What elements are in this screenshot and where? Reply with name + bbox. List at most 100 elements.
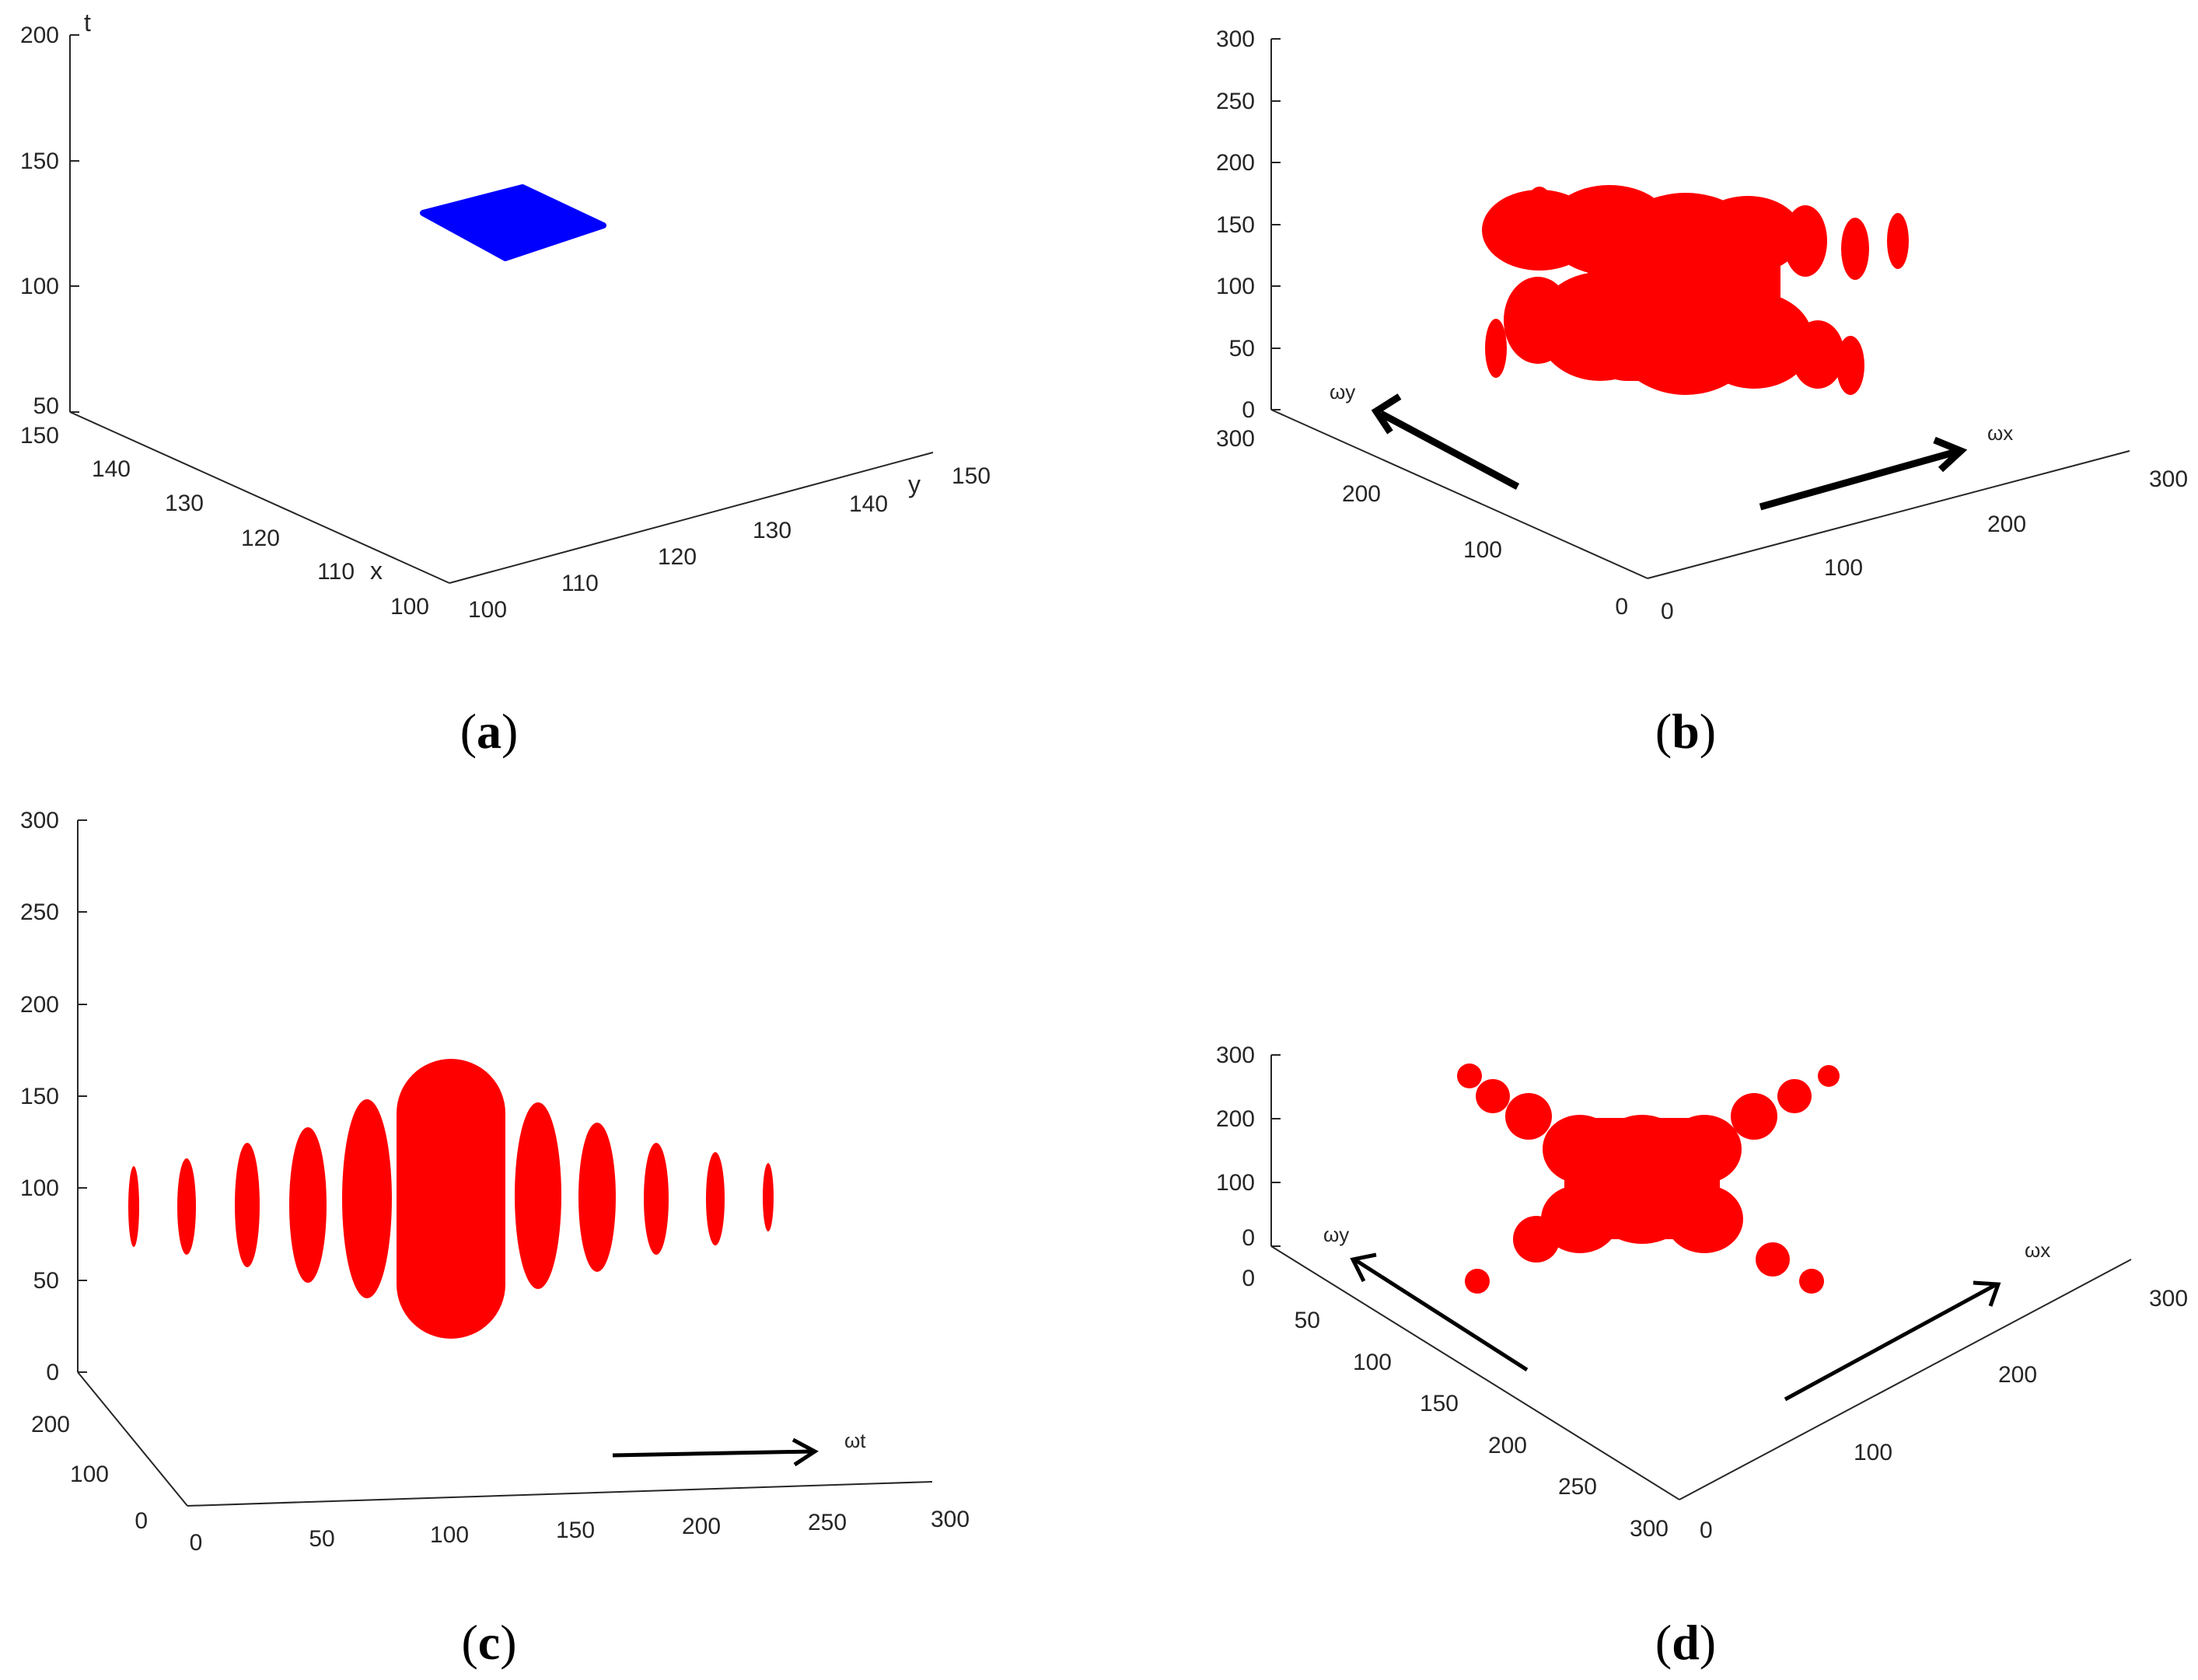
panel-d-left-tick-label: 200	[1488, 1433, 1527, 1458]
panel-d: 300 200 100 0 0 50 100 150 200 250 300 0…	[1216, 1043, 2188, 1670]
panel-c-vertical-tick-label: 200	[20, 992, 59, 1018]
panel-c-arrow: ωt	[612, 1429, 866, 1467]
panel-a-x-tick-label: 130	[165, 491, 204, 516]
panel-c-data-lobe	[578, 1123, 616, 1272]
panel-c-front-ticks: 0 50 100 150 200 250 300	[190, 1507, 970, 1556]
panel-b-right-tick-label: 300	[2149, 466, 2188, 492]
panel-a-vertical-axis-label: t	[84, 9, 91, 37]
panel-c-front-tick-label: 300	[931, 1507, 970, 1532]
panel-a-y-tick-label: 140	[849, 491, 888, 517]
panel-c-left-ticks: 200 100 0	[31, 1412, 148, 1534]
panel-d-vertical-tick-label: 300	[1216, 1043, 1255, 1068]
panel-a-x-tick-label: 100	[390, 594, 429, 620]
panel-a-x-tick-label: 110	[317, 559, 355, 585]
panel-d-left-tick-label: 300	[1630, 1516, 1669, 1542]
panel-b-left-tick-label: 0	[1615, 594, 1628, 620]
panel-c-red-spectrum	[128, 1059, 774, 1339]
panel-b-arrows: ωy ωx	[1330, 380, 2013, 511]
panel-d-left-tick-label: 100	[1353, 1350, 1392, 1375]
panel-c-caption: (c)	[461, 1615, 516, 1670]
panel-a-vertical-tick-label: 200	[20, 23, 59, 48]
panel-b-data-lobe	[1887, 213, 1909, 269]
panel-c-vertical-tick-label: 0	[46, 1360, 59, 1385]
panel-d-data-lobe	[1513, 1216, 1560, 1263]
panel-b-omega-y-label: ωy	[1330, 380, 1355, 403]
panel-c-data-lobe	[342, 1099, 392, 1298]
panel-b-left-tick-label: 100	[1463, 537, 1502, 563]
panel-c-left-tick-label: 200	[31, 1412, 70, 1437]
panel-b-omega-y-arrowhead	[1371, 393, 1402, 435]
panel-a-caption: (a)	[460, 704, 519, 759]
panel-c-data-lobe	[177, 1158, 196, 1255]
panel-b-caption: (b)	[1655, 704, 1716, 759]
panel-a-y-axis-label: y	[908, 470, 921, 498]
panel-d-caption: (d)	[1655, 1615, 1716, 1670]
panel-a-vertical-tick-label: 150	[20, 148, 59, 174]
panel-c-omega-t-label: ωt	[844, 1429, 866, 1452]
panel-b-omega-x-label: ωx	[1987, 421, 2013, 445]
panel-d-data-lobe	[1777, 1079, 1812, 1113]
panel-a-y-tick-label: 150	[952, 463, 991, 489]
panel-b-left-axis	[1270, 409, 1648, 579]
panel-d-left-axis	[1270, 1245, 1680, 1500]
panel-d-vertical-tick-label: 100	[1216, 1170, 1255, 1196]
panel-d-vertical-tick-label: 0	[1242, 1225, 1255, 1251]
panel-d-data-lobe	[1505, 1093, 1552, 1140]
panel-c-vertical-tick-label: 250	[20, 899, 59, 925]
panel-b-vertical-tick-label: 200	[1216, 150, 1255, 176]
panel-a-data-cloud	[428, 193, 598, 253]
panel-a: 200 150 100 50 t 150 140 130 120 110 100…	[20, 9, 991, 759]
panel-c-data-lobe	[128, 1166, 139, 1247]
panel-b-data-lobe	[1841, 218, 1869, 280]
panel-d-data-lobe	[1457, 1064, 1482, 1088]
panel-c-front-tick-label: 200	[682, 1514, 721, 1539]
panel-b-right-axis	[1647, 450, 2130, 579]
panel-b-vertical-tick-label: 150	[1216, 212, 1255, 238]
panel-d-data-lobe	[1756, 1242, 1790, 1277]
panel-d-left-ticks: 0 50 100 150 200 250 300	[1242, 1266, 1669, 1542]
panel-c-data-lobe	[763, 1163, 774, 1231]
panel-a-y-tick-label: 110	[561, 571, 599, 596]
panel-c-left-axis	[77, 1371, 188, 1507]
panel-c: 300 250 200 150 100 50 0 200 100 0 0 50 …	[20, 808, 970, 1670]
panel-a-y-tick-label: 130	[753, 518, 791, 543]
panel-d-left-tick-label: 150	[1420, 1391, 1459, 1416]
panel-b-data-lobe	[1485, 319, 1507, 378]
panel-b-red-spectrum	[1482, 185, 1909, 395]
panel-b-data-core	[1588, 210, 1780, 381]
panel-d-data-lobe	[1818, 1065, 1840, 1087]
panel-a-y-ticks: 100 110 120 130 140 150 y	[468, 463, 991, 623]
panel-c-front-tick-label: 150	[556, 1518, 595, 1543]
panel-d-omega-x-arrow	[1784, 1282, 1998, 1402]
panel-c-front-axis	[187, 1481, 933, 1507]
panel-d-data-lobe	[1476, 1079, 1510, 1113]
panel-a-data-cloud	[420, 184, 606, 261]
panel-c-vertical-tick-label: 100	[20, 1175, 59, 1201]
panel-d-omega-y-arrow	[1353, 1257, 1529, 1372]
panel-c-omega-t-arrowhead	[791, 1437, 819, 1467]
panel-b-right-ticks: 0 100 200 300	[1661, 466, 2188, 624]
panel-c-front-tick-label: 250	[808, 1510, 847, 1535]
panel-a-vertical-tick-label: 50	[33, 393, 59, 419]
panel-c-omega-t-arrow	[612, 1449, 814, 1458]
panel-b-omega-x-arrow	[1759, 447, 1961, 511]
panel-c-data-center-lobe	[397, 1059, 505, 1339]
panel-d-right-tick-label: 100	[1854, 1440, 1892, 1465]
panel-d-data-lobe	[1543, 1115, 1617, 1183]
panel-b-omega-y-arrow	[1379, 410, 1520, 490]
panel-d-data-lobe	[1541, 1185, 1619, 1253]
panel-d-vertical-ticks: 300 200 100 0	[1216, 1043, 1281, 1251]
panel-d-omega-y-label: ωy	[1323, 1223, 1349, 1246]
panel-b: 300 250 200 150 100 50 0 300 200 100 0 0…	[1216, 26, 2188, 759]
panel-a-x-tick-label: 120	[241, 526, 280, 551]
panel-c-data-lobe	[706, 1152, 725, 1245]
panel-d-data-lobe	[1667, 1115, 1742, 1183]
panel-b-left-tick-label: 300	[1216, 426, 1255, 452]
panel-b-vertical-tick-label: 50	[1229, 336, 1255, 361]
panel-b-data-lobe	[1522, 187, 1557, 258]
panel-d-red-spectrum	[1457, 1064, 1840, 1294]
panel-c-front-tick-label: 50	[309, 1526, 334, 1552]
panel-c-vertical-tick-label: 50	[33, 1268, 59, 1294]
panel-d-data-lobe	[1665, 1185, 1743, 1253]
panel-c-left-tick-label: 100	[70, 1462, 109, 1487]
